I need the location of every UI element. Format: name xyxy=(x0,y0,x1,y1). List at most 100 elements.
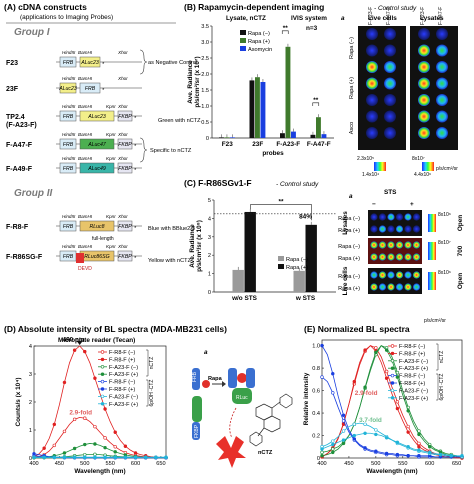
data-point xyxy=(93,442,97,446)
block-label: FRB xyxy=(63,166,74,172)
construct-block xyxy=(117,162,133,174)
note-specific: Specific to nCTZ xyxy=(150,148,192,154)
well xyxy=(384,94,396,106)
data-point xyxy=(406,430,410,434)
stop-mark: * xyxy=(134,144,137,150)
well xyxy=(404,283,412,291)
data-point xyxy=(103,436,107,440)
rapa-bound xyxy=(237,373,247,383)
lysates-row-label: Lysates xyxy=(342,211,349,235)
data-point xyxy=(72,348,77,352)
data-point xyxy=(320,375,324,379)
legend-label: Rapa (−) xyxy=(248,31,270,37)
construct-name: F23 xyxy=(6,60,18,67)
construct-block xyxy=(59,138,77,150)
data-point xyxy=(374,428,378,432)
series-line xyxy=(321,345,462,458)
stop-mark: * xyxy=(134,168,137,174)
data-point xyxy=(103,407,107,411)
percent-label: 84% xyxy=(299,213,312,220)
data-point xyxy=(320,343,324,348)
data-point xyxy=(417,432,421,437)
construct-name: F-A49-F xyxy=(6,166,33,173)
site-label: KpnI xyxy=(106,132,116,137)
well xyxy=(412,213,421,221)
y-tick-label: 5 xyxy=(208,198,211,204)
legend-label: F-R8-F (−) xyxy=(109,350,135,356)
series-line xyxy=(321,432,462,457)
well xyxy=(436,110,448,123)
y-tick-label: 0.4 xyxy=(312,411,320,417)
chart-c: 0 1 2 3 4 5 w/o STS w STS Ave. Radiance p/s/cm²/s… xyxy=(189,198,336,302)
panel-b: (B) Rapamycin-dependent imaging - Contro… xyxy=(184,2,458,178)
data-point xyxy=(363,431,367,435)
legend-marker xyxy=(390,351,395,356)
panel-c-a-label: a xyxy=(349,193,353,200)
colorbar xyxy=(428,272,436,290)
fkbp-domain xyxy=(192,422,200,440)
note-yellow: Yellow with nCTZ xyxy=(148,258,192,264)
legend-marker xyxy=(390,381,395,385)
bar xyxy=(230,137,235,138)
data-point xyxy=(83,442,87,447)
sig-label: ** xyxy=(279,199,284,206)
data-point xyxy=(395,406,400,411)
data-point xyxy=(83,416,87,420)
scale-label: 8x10⁶ xyxy=(438,270,451,276)
data-point xyxy=(62,455,67,459)
x-tick-label: 400 xyxy=(29,461,38,467)
site-label: BamHI xyxy=(78,214,93,219)
legend-label: F-R8-F (+) xyxy=(109,357,135,363)
legend-marker xyxy=(100,402,105,406)
data-point xyxy=(427,450,432,455)
legend-marker xyxy=(100,394,105,399)
reaction-arrow xyxy=(229,407,237,439)
data-point xyxy=(460,454,464,458)
well xyxy=(384,61,396,73)
colorbar xyxy=(428,214,436,232)
legend-label: F-R8-F (−) xyxy=(109,380,135,386)
panel-b-lysate-label: Lysate, nCTZ xyxy=(226,15,266,22)
plus-label: + xyxy=(410,201,414,208)
block-label: FKBP xyxy=(118,254,132,260)
y-tick-label: 1.5 xyxy=(201,88,209,94)
well xyxy=(412,271,421,279)
site-label: KpnI xyxy=(106,156,116,161)
well xyxy=(404,253,412,261)
series-line xyxy=(33,345,167,459)
well xyxy=(370,225,378,233)
data-point xyxy=(83,455,87,459)
x-tick-label: 550 xyxy=(398,461,407,467)
construct-name: F-A47-F xyxy=(6,142,33,149)
rluc-label: RLuc xyxy=(236,395,248,401)
legend-marker xyxy=(100,357,105,362)
legend-label: F-R8-F (+) xyxy=(109,387,135,393)
data-point xyxy=(406,454,410,458)
series-line xyxy=(321,345,462,459)
data-point xyxy=(123,444,128,448)
scale-lys-max: 8x10⁷ xyxy=(412,156,425,162)
well xyxy=(384,44,396,57)
block-label: ALuc23 xyxy=(87,114,106,120)
data-point xyxy=(103,445,107,450)
legend-marker xyxy=(390,396,395,400)
data-point xyxy=(384,348,389,352)
legend-marker xyxy=(390,366,395,370)
devd-box xyxy=(76,253,84,263)
well xyxy=(387,225,395,233)
well xyxy=(395,225,404,233)
construct-0: F23 HindIII BamHI XhoI FRB ALuc23 * xyxy=(6,50,142,68)
x-axis-label: Wavelength (nm) xyxy=(366,468,417,475)
well xyxy=(412,241,421,249)
scale-live-min: 1.4x10⁴ xyxy=(362,172,379,178)
well xyxy=(378,225,387,233)
sig-bracket xyxy=(250,204,312,221)
data-point xyxy=(363,348,367,352)
legend-label: F-R8-F (+) xyxy=(399,351,425,357)
minus-label: − xyxy=(372,201,376,208)
schematic-rapa-label: Rapa xyxy=(208,376,223,382)
rapa-molecule xyxy=(202,380,210,388)
y-tick-label: 3 xyxy=(208,235,211,241)
filter-label: Open xyxy=(457,215,464,231)
